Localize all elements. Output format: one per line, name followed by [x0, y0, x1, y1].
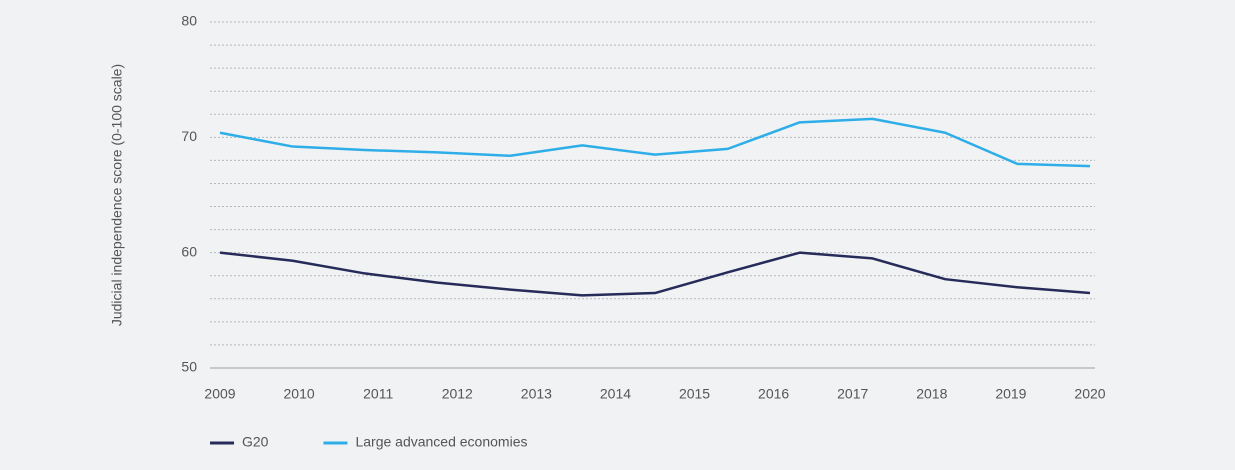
- x-tick-label: 2019: [995, 386, 1026, 402]
- y-axis-label: Judicial independence score (0-100 scale…: [109, 64, 125, 326]
- x-tick-label: 2015: [679, 386, 710, 402]
- y-tick-label: 60: [181, 243, 197, 259]
- y-tick-label: 50: [181, 359, 197, 375]
- x-tick-label: 2011: [363, 386, 393, 402]
- x-tick-label: 2012: [442, 386, 473, 402]
- x-tick-label: 2018: [916, 386, 947, 402]
- legend-label: Large advanced economies: [355, 434, 527, 450]
- x-tick-label: 2020: [1074, 386, 1105, 402]
- x-tick-label: 2009: [204, 386, 235, 402]
- x-tick-label: 2013: [521, 386, 552, 402]
- x-tick-label: 2017: [837, 386, 868, 402]
- line-series: [219, 117, 1091, 168]
- y-tick-label: 70: [181, 128, 197, 144]
- legend-label: G20: [242, 434, 269, 450]
- x-tick-label: 2016: [758, 386, 789, 402]
- y-tick-label: 80: [181, 13, 197, 29]
- line-series: [219, 251, 1091, 297]
- x-tick-label: 2010: [284, 386, 315, 402]
- x-tick-label: 2014: [600, 386, 631, 402]
